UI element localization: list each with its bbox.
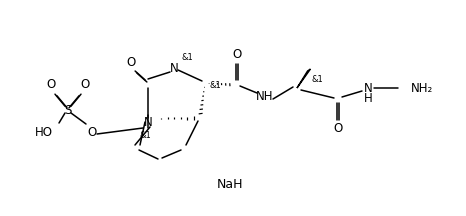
Text: O: O — [333, 122, 343, 135]
Text: N: N — [170, 62, 178, 75]
Text: &1: &1 — [312, 76, 324, 84]
Text: S: S — [64, 103, 72, 116]
Text: &1: &1 — [182, 54, 194, 62]
Text: O: O — [233, 49, 242, 62]
Text: &1: &1 — [139, 131, 151, 140]
Polygon shape — [297, 69, 310, 88]
Text: HO: HO — [35, 125, 53, 138]
Text: O: O — [80, 78, 89, 92]
Text: O: O — [126, 57, 136, 70]
Text: N: N — [144, 116, 152, 130]
Text: H: H — [363, 92, 372, 105]
Text: NH: NH — [256, 91, 274, 103]
Text: &1: &1 — [210, 81, 222, 89]
Text: O: O — [88, 125, 96, 138]
Text: N: N — [363, 81, 372, 95]
Text: NH₂: NH₂ — [411, 81, 433, 95]
Text: O: O — [47, 78, 55, 92]
Text: NaH: NaH — [217, 178, 243, 192]
